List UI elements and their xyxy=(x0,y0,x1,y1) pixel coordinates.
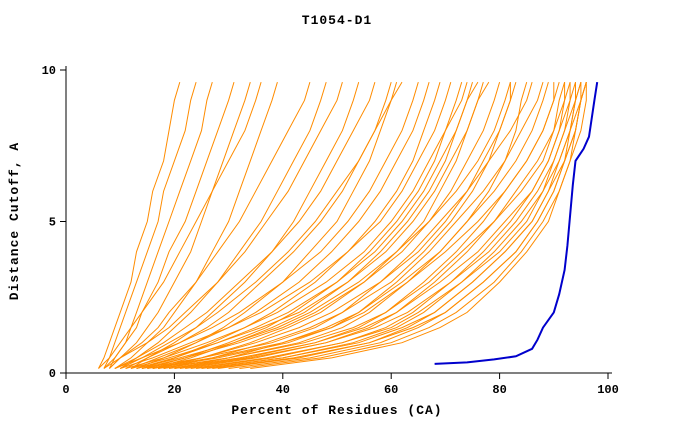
orange-model-curve xyxy=(103,81,343,369)
plot-title: T1054-D1 xyxy=(302,13,372,28)
orange-model-curve xyxy=(114,81,419,369)
orange-model-curve xyxy=(152,81,517,369)
orange-model-curve xyxy=(119,81,327,369)
orange-model-curve xyxy=(212,81,587,369)
orange-model-curve xyxy=(119,81,403,369)
orange-model-curve xyxy=(152,81,544,369)
orange-model-curve xyxy=(125,81,468,369)
orange-model-curve xyxy=(168,82,571,369)
orange-model-curve xyxy=(108,81,213,369)
best-curve-layer xyxy=(434,81,599,365)
axes-layer xyxy=(60,66,612,379)
x-tick-label: 40 xyxy=(276,383,290,397)
x-tick-label: 0 xyxy=(62,383,69,397)
x-tick-label: 20 xyxy=(167,383,181,397)
y-tick-label: 5 xyxy=(49,216,56,230)
orange-model-curve xyxy=(158,82,566,369)
x-tick-label: 100 xyxy=(597,383,619,397)
orange-model-curve xyxy=(103,81,197,369)
orange-model-curve xyxy=(141,81,501,369)
x-axis-label: Percent of Residues (CA) xyxy=(231,403,442,418)
x-tick-label: 80 xyxy=(492,383,506,397)
orange-model-curve xyxy=(185,81,566,369)
orange-model-curve xyxy=(141,81,533,369)
orange-model-curve xyxy=(130,81,430,369)
orange-model-curve xyxy=(163,81,549,369)
x-tick-label: 60 xyxy=(384,383,398,397)
orange-model-curve xyxy=(130,81,490,369)
orange-model-curve xyxy=(120,81,452,369)
orange-model-curve xyxy=(114,81,278,369)
tick-labels-layer: 0 20 40 60 80 100 0 5 10 xyxy=(42,64,619,397)
model-curves-layer xyxy=(98,81,587,369)
y-tick-label: 0 xyxy=(49,367,56,381)
orange-model-curve xyxy=(201,81,587,369)
blue-best-curve xyxy=(434,81,599,365)
orange-model-curve xyxy=(98,81,262,369)
orange-model-curve xyxy=(109,81,311,369)
orange-model-curve xyxy=(98,81,181,369)
orange-model-curve xyxy=(157,81,484,369)
orange-model-curve xyxy=(114,81,376,369)
orange-model-curve xyxy=(179,82,576,369)
orange-model-curve xyxy=(103,81,235,369)
orange-model-curve xyxy=(147,81,560,369)
orange-model-curve xyxy=(109,81,251,369)
orange-model-curve xyxy=(206,81,576,369)
y-tick-label: 10 xyxy=(42,64,56,78)
orange-model-curve xyxy=(136,81,511,369)
y-axis-label: Distance Cutoff, A xyxy=(7,142,22,300)
orange-model-curve xyxy=(250,82,587,369)
orange-model-curve xyxy=(196,81,571,369)
